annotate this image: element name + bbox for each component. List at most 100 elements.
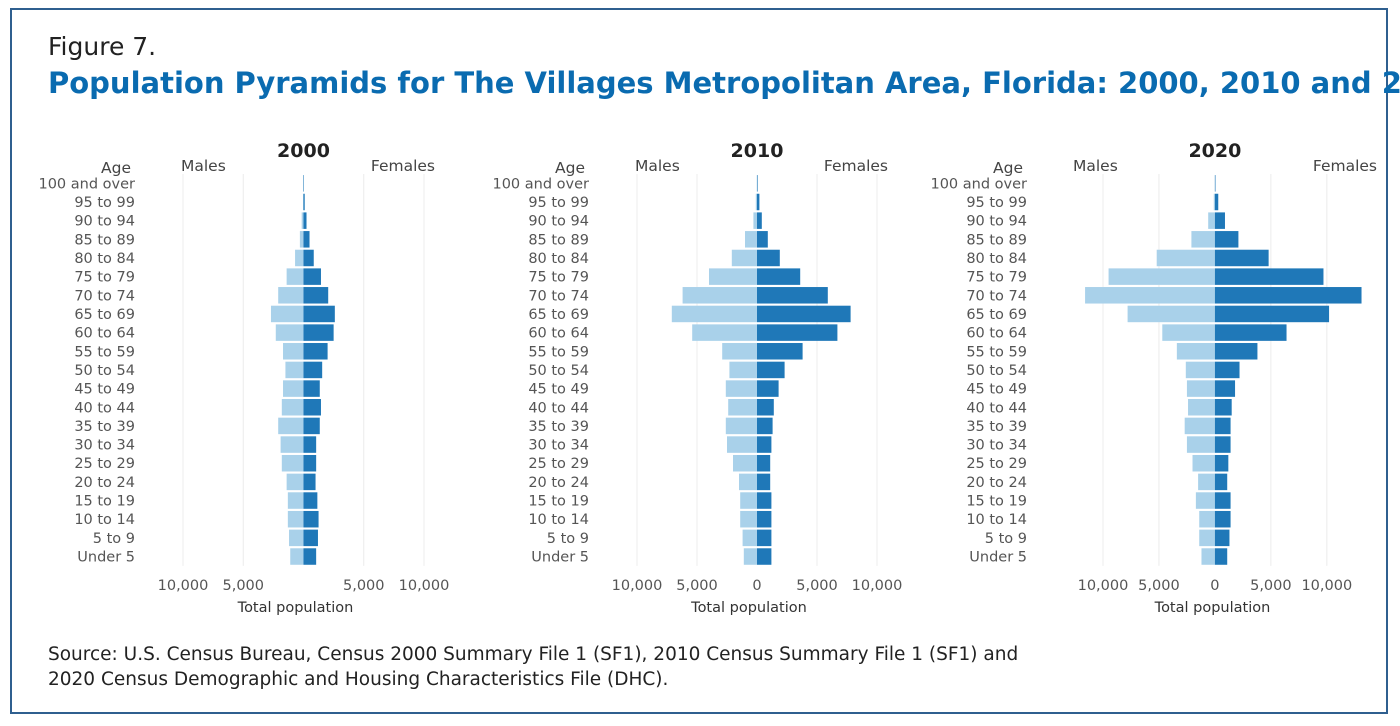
panel-title: 2000 <box>277 140 330 162</box>
age-label: 60 to 64 <box>528 326 589 342</box>
age-label: 40 to 44 <box>966 400 1027 416</box>
age-header: Age <box>993 159 1023 177</box>
pyramid-2000: 2000 Age Males Females 100 and over 95 to 99 9… <box>38 140 449 616</box>
male-bar <box>1188 399 1215 416</box>
female-bar <box>757 175 758 192</box>
female-bar <box>1214 249 1269 267</box>
age-label: 55 to 59 <box>966 344 1027 360</box>
x-tick-label: 10,000 <box>158 578 209 594</box>
pyramid-2020: 2020 Age Males Females 100 and over 95 to 99 9… <box>930 140 1377 616</box>
male-bar <box>295 249 304 267</box>
male-bar <box>285 361 304 379</box>
male-bar <box>1198 473 1215 491</box>
female-bar <box>757 380 779 397</box>
males-label: Males <box>1073 157 1118 175</box>
x-tick-label: 5,000 <box>1250 578 1292 594</box>
age-label: Under 5 <box>77 550 135 566</box>
age-label: 15 to 19 <box>74 494 135 510</box>
age-label: 75 to 79 <box>966 270 1027 286</box>
female-bar <box>303 399 321 416</box>
age-label: 25 to 29 <box>74 456 135 472</box>
male-bar <box>1176 343 1215 360</box>
age-label: 15 to 19 <box>966 494 1027 510</box>
age-label: 50 to 54 <box>74 363 135 379</box>
female-bar <box>303 510 319 528</box>
age-label: 100 and over <box>38 176 135 192</box>
source-line-1: Source: U.S. Census Bureau, Census 2000 … <box>48 644 1019 665</box>
male-bar <box>729 361 757 379</box>
female-bar <box>1214 529 1230 547</box>
male-bar <box>727 436 757 453</box>
male-bar <box>1199 529 1215 547</box>
female-bar <box>303 231 310 248</box>
male-bar <box>281 454 304 472</box>
female-bar <box>1214 324 1287 341</box>
male-bar <box>1213 193 1215 211</box>
female-bar <box>1214 454 1229 472</box>
male-bar <box>671 305 757 323</box>
male-bar <box>709 268 757 285</box>
male-bar <box>1192 454 1215 472</box>
female-bar <box>1214 231 1239 248</box>
female-bar <box>303 380 320 397</box>
age-label: 5 to 9 <box>985 531 1027 547</box>
x-axis-label: Total population <box>690 600 807 616</box>
figure-title: Population Pyramids for The Villages Met… <box>48 66 1400 100</box>
age-label: 5 to 9 <box>547 531 589 547</box>
age-label: 30 to 34 <box>528 438 589 454</box>
source-note: Source: U.S. Census Bureau, Census 2000 … <box>48 642 1248 692</box>
age-header: Age <box>555 159 585 177</box>
male-bar <box>733 454 757 472</box>
x-tick-label: 5,000 <box>676 578 718 594</box>
male-bar <box>692 324 757 341</box>
x-tick-label: 10,000 <box>1301 578 1352 594</box>
male-bar <box>740 492 757 509</box>
age-label: 100 and over <box>492 176 589 192</box>
x-tick-label: 5,000 <box>222 578 264 594</box>
age-label: 30 to 34 <box>966 438 1027 454</box>
age-label: 45 to 49 <box>74 382 135 398</box>
age-label: 20 to 24 <box>528 475 589 491</box>
male-bar <box>725 380 757 397</box>
male-bar <box>1184 417 1215 435</box>
female-bar <box>1214 492 1231 509</box>
age-label: 55 to 59 <box>74 344 135 360</box>
male-bar <box>1108 268 1215 285</box>
age-label: 80 to 84 <box>528 251 589 267</box>
age-label: 70 to 74 <box>528 288 589 304</box>
female-bar <box>1214 548 1228 565</box>
male-bar <box>270 305 304 323</box>
female-bar <box>757 492 772 509</box>
age-label: 35 to 39 <box>74 419 135 435</box>
female-bar <box>303 343 328 360</box>
x-tick-label: 10,000 <box>1078 578 1129 594</box>
male-bar <box>278 287 304 304</box>
male-bar <box>1127 305 1215 323</box>
age-label: 40 to 44 <box>528 400 589 416</box>
x-axis-label: Total population <box>1154 600 1271 616</box>
female-bar <box>1214 510 1231 528</box>
female-bar <box>757 287 828 304</box>
female-bar <box>1214 399 1232 416</box>
age-label: 40 to 44 <box>74 400 135 416</box>
female-bar <box>303 249 314 267</box>
female-bar <box>1214 268 1324 285</box>
female-bar <box>757 510 772 528</box>
male-bar <box>283 343 304 360</box>
male-bar <box>1156 249 1215 267</box>
male-bar <box>283 380 304 397</box>
male-bar <box>728 399 757 416</box>
age-label: 75 to 79 <box>74 270 135 286</box>
age-label: 10 to 14 <box>966 512 1027 528</box>
x-tick-label: 5,000 <box>1138 578 1180 594</box>
age-label: 45 to 49 <box>528 382 589 398</box>
female-bar <box>303 287 329 304</box>
age-label: 85 to 89 <box>966 232 1027 248</box>
age-label: 95 to 99 <box>74 195 135 211</box>
female-bar <box>757 436 772 453</box>
females-label: Females <box>1313 157 1377 175</box>
male-bar <box>287 510 304 528</box>
female-bar <box>757 231 768 248</box>
age-label: 65 to 69 <box>74 307 135 323</box>
male-bar <box>1186 436 1215 453</box>
